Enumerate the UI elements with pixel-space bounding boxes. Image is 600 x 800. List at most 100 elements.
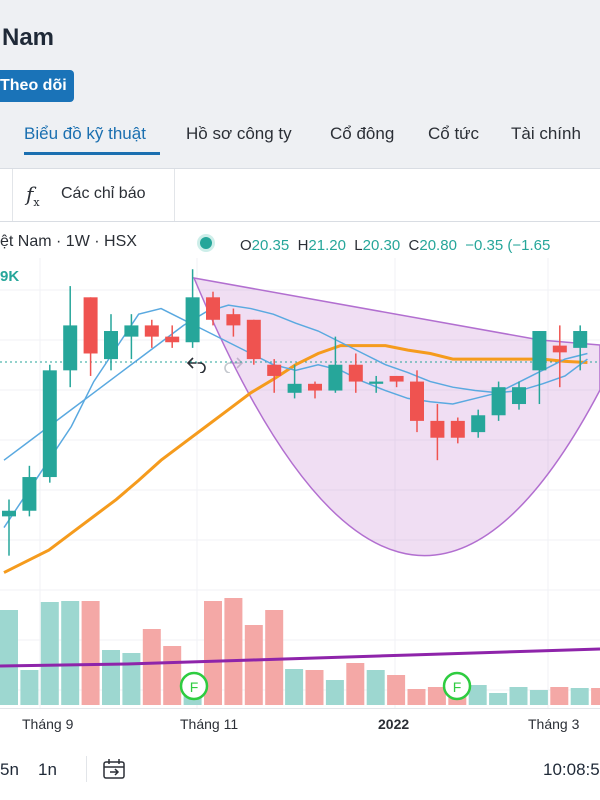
candle-body — [206, 297, 220, 320]
volume-bar — [346, 663, 365, 705]
volume-bar — [81, 601, 100, 705]
candle-body — [573, 331, 588, 348]
slow-moving-average — [3, 304, 588, 461]
long-moving-average — [3, 344, 588, 574]
volume-bar — [61, 601, 80, 705]
chart-toolbar: fx Các chỉ báo — [0, 169, 600, 373]
ohlc-readout: O20.35 H21.20 L20.30 C20.80 −0.35 (−1.65 — [240, 237, 551, 254]
candle-body — [369, 381, 384, 384]
candle-body — [491, 387, 506, 416]
candle-body — [287, 383, 302, 393]
volume-bar — [591, 688, 600, 705]
volume-legend: 9K — [0, 268, 20, 285]
volume-bar — [468, 685, 487, 705]
event-marker-label: F — [453, 679, 462, 695]
bottom-separator — [86, 756, 87, 782]
candle-body — [450, 420, 465, 438]
candle-body — [430, 420, 445, 438]
candle-body — [124, 325, 139, 337]
volume-bar — [529, 690, 548, 705]
volume-bar — [407, 689, 426, 705]
candle-body — [552, 345, 567, 353]
toolbar-separator — [12, 169, 13, 221]
volume-bar — [142, 629, 161, 705]
candle-body — [389, 375, 404, 382]
cup-pattern-shape — [192, 277, 600, 557]
active-tab-indicator — [24, 152, 160, 155]
candle-body — [410, 381, 424, 421]
volume-bar — [387, 675, 406, 705]
x-axis-label: Tháng 3 — [528, 716, 580, 732]
x-axis-label: Tháng 9 — [22, 716, 74, 732]
range-1n-button[interactable]: 1n — [38, 760, 57, 779]
divider — [0, 221, 600, 222]
volume-bar — [509, 687, 528, 705]
candle-body — [165, 336, 180, 343]
undo-icon[interactable] — [186, 355, 208, 373]
candle-body — [532, 331, 547, 371]
candle-body — [267, 364, 282, 376]
volume-bar — [204, 601, 222, 705]
event-marker-label: F — [190, 679, 199, 695]
volume-bar — [285, 669, 304, 705]
clock-time: 10:08:5 — [543, 760, 600, 779]
candle-body — [22, 477, 37, 511]
volume-bar — [265, 610, 284, 705]
volume-ma-line — [0, 647, 600, 668]
volume-bar — [550, 687, 569, 705]
candle-body — [42, 370, 57, 478]
volume-bar — [427, 687, 446, 705]
candle-body — [328, 364, 343, 391]
tab-technical-chart[interactable]: Biểu đồ kỹ thuật — [24, 124, 146, 143]
candle-body — [144, 325, 159, 337]
volume-bar — [570, 688, 589, 705]
volume-bar — [305, 670, 324, 705]
range-5n-button[interactable]: 5n — [0, 760, 19, 779]
tab-company-profile[interactable]: Hồ sơ công ty — [186, 124, 292, 143]
candle-body — [308, 383, 322, 391]
fx-icon[interactable]: fx — [26, 182, 40, 209]
volume-bar — [0, 610, 18, 705]
axis-line — [0, 708, 600, 709]
volume-bar — [122, 653, 141, 705]
event-marker-f — [442, 671, 472, 701]
candle-body — [246, 319, 261, 360]
candle-body — [2, 510, 16, 517]
bottom-bar: 5n 1n 10:08:5 — [0, 742, 600, 800]
candle-body — [226, 314, 241, 326]
volume-bar — [20, 670, 39, 705]
stock-title: Nam — [2, 24, 55, 51]
candle-body — [104, 331, 118, 360]
header: Nam Theo dõi Biểu đồ kỹ thuật Hồ sơ công… — [0, 0, 600, 168]
volume-bar — [224, 598, 243, 705]
tab-financials[interactable]: Tài chính — [511, 124, 581, 143]
redo-icon[interactable] — [222, 355, 244, 373]
candle-body — [63, 325, 78, 371]
fast-moving-average — [3, 307, 588, 529]
tab-dividends[interactable]: Cổ tức — [428, 124, 480, 143]
candle-body — [348, 364, 363, 382]
indicators-button[interactable]: Các chỉ báo — [61, 185, 146, 202]
market-status-icon — [200, 237, 212, 249]
volume-bar — [325, 680, 344, 705]
volume-bar — [489, 693, 508, 705]
volume-bar — [163, 646, 182, 705]
follow-button[interactable]: Theo dõi — [0, 70, 74, 102]
candle-body — [83, 297, 98, 354]
event-marker-f — [179, 671, 209, 701]
candle-body — [512, 387, 526, 405]
x-axis-label: 2022 — [378, 716, 410, 732]
tab-shareholders[interactable]: Cổ đông — [330, 124, 395, 143]
date-range-icon[interactable] — [102, 758, 126, 780]
divider — [0, 168, 600, 169]
symbol-legend: ệt Nam · 1W · HSX — [0, 233, 137, 250]
volume-bar — [244, 625, 263, 705]
x-axis-label: Tháng 11 — [180, 716, 239, 732]
volume-bar — [366, 670, 385, 705]
volume-bar — [102, 650, 120, 705]
candle-body — [185, 297, 200, 343]
candle-body — [471, 415, 486, 433]
toolbar-separator — [174, 169, 175, 221]
volume-bar — [40, 602, 59, 705]
